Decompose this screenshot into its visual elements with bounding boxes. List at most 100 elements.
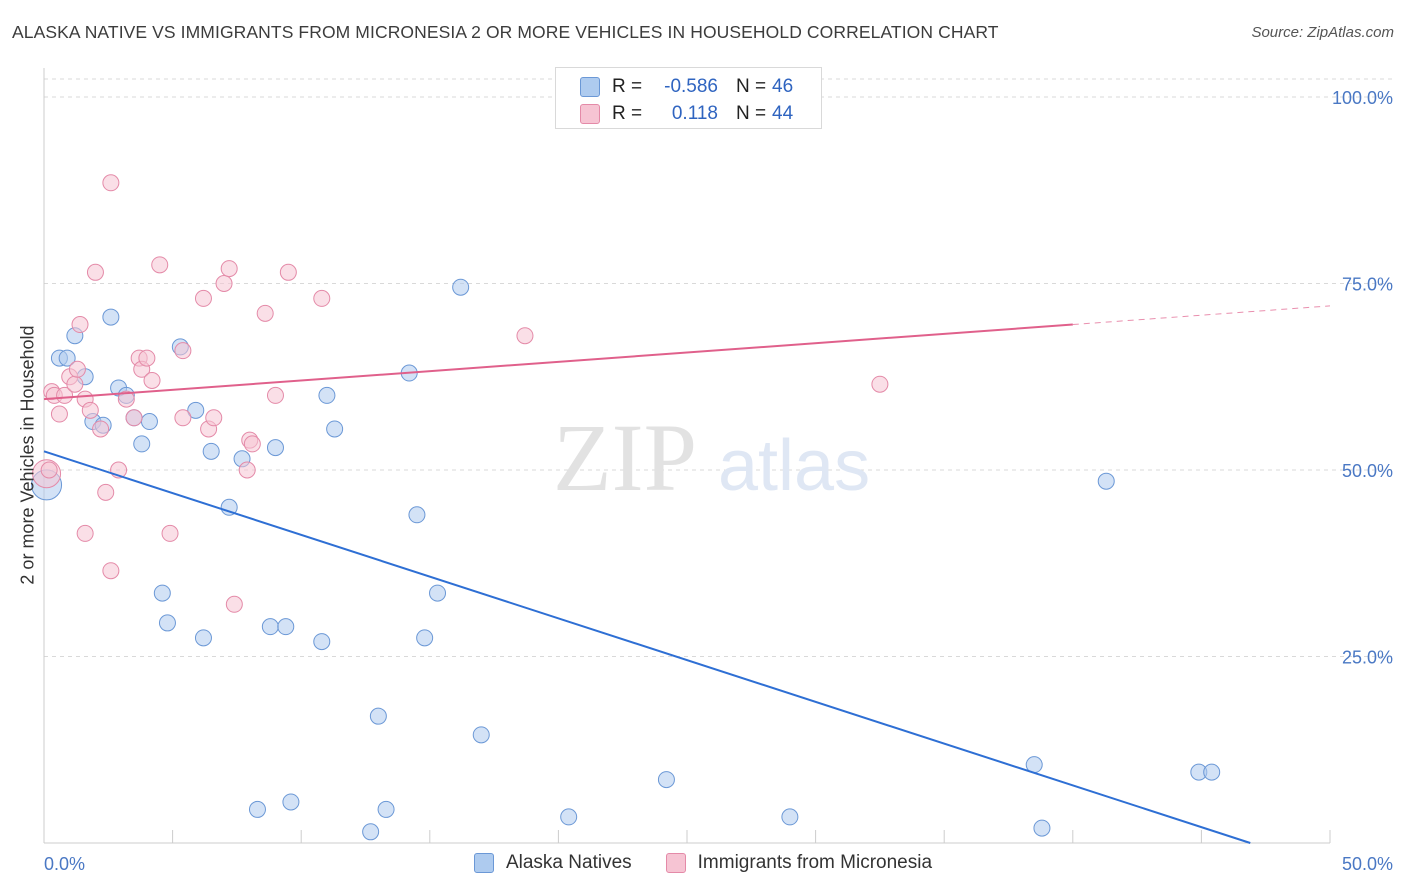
alaska-native-point	[1033, 819, 1051, 837]
x-tick-label: 50.0%	[1342, 854, 1393, 874]
trend-line	[43, 450, 1251, 844]
source-label: Source: ZipAtlas.com	[1251, 24, 1394, 41]
legend-row-micronesia: R = 0.118 N = 44	[580, 102, 793, 126]
correlation-legend: R = -0.586 N = 46 R = 0.118 N = 44	[555, 67, 822, 129]
micronesia-point	[266, 386, 284, 404]
legend-n-label: N =	[736, 103, 767, 124]
x-tick-label: 0.0%	[44, 854, 85, 874]
alaska-native-point	[158, 614, 176, 632]
micronesia-point	[174, 409, 192, 427]
legend-label-alaska-natives: Alaska Natives	[505, 852, 632, 873]
trend-lines	[43, 305, 1331, 844]
y-axis-title: 2 or more Vehicles in Household	[17, 325, 38, 585]
legend-swatch-pink	[665, 853, 686, 873]
alaska-native-point	[416, 629, 434, 647]
alaska-native-point	[58, 349, 76, 367]
legend-swatch-pink	[580, 104, 600, 124]
micronesia-point	[97, 483, 115, 501]
legend-row-alaska-natives: R = -0.586 N = 46	[580, 75, 793, 99]
micronesia-point	[102, 562, 120, 580]
alaska-native-point	[657, 771, 675, 789]
axes	[43, 68, 1331, 844]
legend-n-value: 44	[772, 103, 794, 124]
micronesia-point	[102, 174, 120, 192]
alaska-native-point	[133, 435, 151, 453]
legend-item-micronesia: Immigrants from Micronesia	[665, 852, 933, 874]
alaska-native-point	[102, 308, 120, 326]
micronesia-point	[138, 349, 156, 367]
alaska-native-point	[326, 420, 344, 438]
alaska-native-point	[560, 808, 578, 826]
alaska-native-point	[781, 808, 799, 826]
micronesia-point	[151, 256, 169, 274]
trend-line-solid	[43, 323, 1073, 401]
alaska-native-point	[318, 386, 336, 404]
micronesia-point	[76, 524, 94, 542]
alaska-native-point	[1203, 763, 1221, 781]
alaska-native-point	[429, 584, 447, 602]
micronesia-point	[71, 316, 89, 334]
watermark-atlas: atlas	[718, 426, 870, 506]
alaska-native-point	[369, 707, 387, 725]
alaska-native-point	[220, 498, 238, 516]
micronesia-point	[125, 409, 143, 427]
alaska-native-point	[266, 439, 284, 457]
micronesia-point	[313, 289, 331, 307]
legend-item-alaska-natives: Alaska Natives	[473, 852, 632, 874]
micronesia-point	[40, 461, 58, 479]
micronesia-point	[194, 289, 212, 307]
micronesia-point	[161, 524, 179, 542]
alaska-native-point	[277, 618, 295, 636]
y-tick-label: 25.0%	[1342, 648, 1393, 668]
micronesia-point	[86, 263, 104, 281]
legend-swatch-blue	[580, 77, 600, 97]
alaska-native-point	[377, 800, 395, 818]
alaska-native-point	[313, 633, 331, 651]
micronesia-point	[238, 461, 256, 479]
legend-r-label: R =	[612, 103, 643, 124]
tick-labels: 25.0% 50.0% 75.0% 100.0% 0.0% 50.0%	[44, 88, 1393, 874]
micronesia-point	[68, 360, 86, 378]
alaska-native-point	[248, 800, 266, 818]
micronesia-point	[143, 371, 161, 389]
legend-swatch-blue	[473, 853, 494, 873]
data-points	[31, 174, 1221, 841]
watermark-zip: ZIP	[553, 404, 697, 511]
micronesia-point	[279, 263, 297, 281]
alaska-native-point	[472, 726, 490, 744]
alaska-native-point	[362, 823, 380, 841]
micronesia-point	[516, 327, 534, 345]
alaska-native-point	[202, 442, 220, 460]
micronesia-point	[256, 304, 274, 322]
legend-n-label: N =	[736, 76, 767, 97]
grid-lines	[44, 78, 1394, 657]
micronesia-point	[56, 386, 74, 404]
alaska-native-point	[261, 618, 279, 636]
micronesia-point	[220, 260, 238, 278]
alaska-native-point	[194, 629, 212, 647]
chart-title: ALASKA NATIVE VS IMMIGRANTS FROM MICRONE…	[12, 22, 999, 42]
micronesia-point	[205, 409, 223, 427]
alaska-native-point	[140, 413, 158, 431]
legend-n-value: 46	[772, 76, 794, 97]
legend-r-value: 0.118	[671, 103, 718, 124]
legend-label-micronesia: Immigrants from Micronesia	[697, 852, 933, 873]
alaska-native-point	[452, 278, 470, 296]
trend-line-dashed	[1072, 305, 1331, 326]
micronesia-point	[174, 342, 192, 360]
micronesia-point	[92, 420, 110, 438]
micronesia-point	[66, 375, 84, 393]
alaska-native-point	[282, 793, 300, 811]
legend-r-value: -0.586	[664, 76, 718, 97]
alaska-native-point	[187, 401, 205, 419]
micronesia-point	[225, 595, 243, 613]
micronesia-point	[871, 375, 889, 393]
series-legend: Alaska Natives Immigrants from Micronesi…	[0, 852, 1406, 874]
y-tick-label: 100.0%	[1332, 88, 1393, 108]
micronesia-point	[117, 390, 135, 408]
micronesia-point	[50, 405, 68, 423]
y-tick-label: 75.0%	[1342, 275, 1393, 295]
micronesia-point	[81, 401, 99, 419]
y-tick-label: 50.0%	[1342, 461, 1393, 481]
